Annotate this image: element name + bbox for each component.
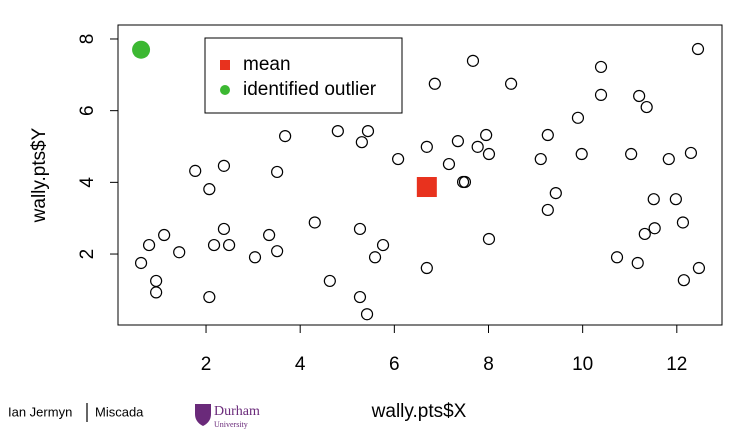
logo-shield bbox=[195, 404, 211, 426]
legend-label: mean bbox=[243, 54, 291, 75]
point bbox=[571, 111, 585, 124]
point bbox=[451, 135, 464, 148]
y-tick-label: 4 bbox=[77, 177, 98, 188]
plot-box bbox=[117, 24, 723, 326]
point bbox=[217, 159, 231, 172]
point bbox=[458, 175, 472, 189]
point bbox=[353, 290, 367, 304]
point bbox=[368, 251, 382, 264]
point bbox=[647, 193, 660, 206]
x-tick-label: 12 bbox=[666, 354, 687, 375]
point bbox=[482, 147, 496, 161]
point bbox=[631, 256, 644, 270]
y-axis-label: wally.pts$Y bbox=[29, 127, 50, 223]
point bbox=[360, 308, 374, 321]
point bbox=[203, 183, 216, 196]
point bbox=[669, 193, 682, 206]
y-tick-label: 6 bbox=[77, 105, 98, 116]
logo-subtext: University bbox=[214, 420, 248, 429]
point bbox=[207, 238, 221, 252]
point bbox=[173, 246, 186, 259]
x-axis-label: wally.pts$X bbox=[371, 401, 467, 422]
x-tick-label: 8 bbox=[483, 354, 494, 375]
point bbox=[625, 147, 638, 161]
point bbox=[466, 54, 480, 67]
point bbox=[271, 245, 284, 258]
point bbox=[420, 140, 433, 153]
point bbox=[361, 124, 375, 138]
point bbox=[541, 203, 554, 217]
point bbox=[217, 222, 231, 236]
point bbox=[392, 152, 405, 166]
legend-marker bbox=[220, 85, 230, 95]
point bbox=[633, 89, 646, 103]
x-tick-label: 2 bbox=[201, 354, 212, 375]
point bbox=[355, 136, 368, 149]
point bbox=[308, 216, 321, 229]
point bbox=[677, 274, 690, 287]
point bbox=[662, 152, 675, 166]
logo-text: Durham bbox=[214, 404, 260, 419]
x-tick-label: 6 bbox=[389, 354, 400, 375]
point bbox=[323, 274, 336, 288]
point bbox=[428, 77, 441, 90]
point bbox=[420, 261, 433, 275]
point bbox=[189, 164, 202, 177]
point bbox=[638, 227, 651, 241]
y-tick-label: 8 bbox=[77, 34, 98, 45]
point bbox=[150, 274, 163, 288]
point bbox=[150, 286, 163, 299]
point bbox=[471, 140, 484, 153]
point bbox=[376, 238, 390, 252]
point bbox=[203, 290, 216, 304]
x-tick-label: 4 bbox=[295, 354, 306, 375]
point bbox=[594, 60, 608, 74]
y-tick-label: 2 bbox=[77, 249, 98, 260]
point bbox=[692, 261, 706, 275]
point bbox=[271, 165, 284, 179]
point bbox=[132, 40, 151, 59]
point bbox=[442, 157, 456, 171]
footer-course: Miscada bbox=[95, 404, 144, 419]
point bbox=[648, 222, 661, 235]
point bbox=[534, 152, 547, 166]
point bbox=[248, 251, 262, 264]
legend-marker bbox=[220, 60, 230, 70]
point bbox=[331, 124, 344, 138]
point bbox=[279, 130, 292, 143]
point bbox=[575, 147, 588, 161]
point bbox=[134, 256, 148, 270]
point bbox=[684, 146, 698, 160]
point bbox=[482, 232, 496, 246]
legend-label: identified outlier bbox=[243, 79, 377, 100]
point bbox=[541, 128, 554, 142]
point bbox=[223, 238, 236, 252]
point bbox=[353, 222, 367, 236]
point bbox=[416, 177, 437, 198]
x-tick-label: 10 bbox=[572, 354, 593, 375]
point bbox=[158, 228, 171, 242]
footer-author: Ian Jermyn bbox=[8, 404, 72, 419]
point bbox=[504, 77, 518, 90]
point bbox=[263, 228, 276, 242]
point bbox=[594, 88, 608, 101]
point bbox=[549, 187, 562, 200]
point bbox=[691, 42, 705, 56]
point bbox=[640, 100, 653, 114]
legend-box bbox=[204, 37, 403, 114]
point bbox=[676, 216, 690, 229]
point bbox=[480, 128, 493, 142]
point bbox=[142, 238, 156, 252]
point bbox=[610, 251, 624, 264]
